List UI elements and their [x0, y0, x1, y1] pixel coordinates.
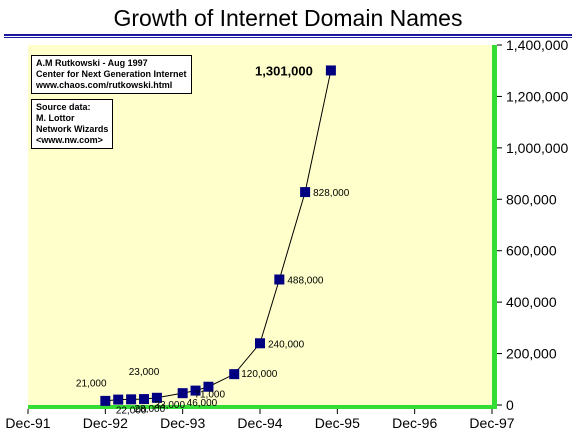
- x-tick-label: Dec-92: [83, 415, 128, 431]
- data-point: [300, 187, 311, 198]
- data-point: [203, 381, 214, 392]
- data-label: 1,301,000: [255, 63, 313, 78]
- data-point: [177, 388, 188, 399]
- source-line-2: M. Lottor: [36, 113, 75, 123]
- title-rule: [4, 34, 572, 36]
- data-point: [151, 392, 162, 403]
- data-label: 21,000: [76, 379, 107, 390]
- x-tick-label: Dec-96: [392, 415, 437, 431]
- credit-line-1: A.M Rutkowski - Aug 1997: [36, 58, 148, 68]
- credit-line-2: Center for Next Generation Internet: [36, 69, 187, 79]
- data-point: [100, 395, 111, 406]
- data-label: 28,000: [135, 404, 166, 415]
- y-tick-label: 1,400,000: [506, 37, 568, 53]
- credit-note: A.M Rutkowski - Aug 1997 Center for Next…: [31, 55, 192, 94]
- y-axis-line: [492, 45, 497, 409]
- x-tick-label: Dec-91: [5, 415, 50, 431]
- y-tick-label: 600,000: [506, 243, 557, 259]
- source-line-1: Source data:: [36, 102, 91, 112]
- data-label: 120,000: [241, 369, 278, 380]
- y-tick-label: 200,000: [506, 346, 557, 362]
- data-label: 488,000: [287, 276, 324, 287]
- data-label: 828,000: [313, 188, 350, 199]
- x-tick-label: Dec-94: [237, 415, 282, 431]
- y-tick-label: 1,000,000: [506, 140, 568, 156]
- data-point: [139, 394, 149, 405]
- data-label: 22,000: [116, 405, 147, 416]
- data-point: [126, 394, 137, 405]
- data-label: 23,000: [129, 367, 160, 378]
- source-note: Source data: M. Lottor Network Wizards <…: [31, 99, 114, 149]
- data-point: [190, 385, 201, 396]
- source-line-4: <www.nw.com>: [36, 135, 103, 145]
- source-line-3: Network Wizards: [36, 124, 109, 134]
- y-tick-label: 0: [506, 397, 514, 413]
- x-tick-label: Dec-97: [469, 415, 514, 431]
- chart-title: Growth of Internet Domain Names: [113, 5, 463, 31]
- data-label: 33,000: [154, 400, 185, 411]
- title-rule-thin: [4, 37, 572, 38]
- data-label: 46,000: [187, 398, 218, 409]
- credit-line-3: www.chaos.com/rutkowski.html: [36, 80, 173, 90]
- data-label: 240,000: [268, 339, 305, 350]
- y-tick-label: 1,200,000: [506, 88, 568, 104]
- data-point: [274, 274, 285, 285]
- data-point: [255, 338, 265, 349]
- data-point: [113, 394, 124, 405]
- x-axis-line: [28, 405, 497, 409]
- x-tick-label: Dec-95: [315, 415, 360, 431]
- y-tick-label: 800,000: [506, 191, 557, 207]
- x-tick-label: Dec-93: [160, 415, 205, 431]
- data-label: 71,000: [194, 390, 225, 401]
- y-tick-label: 400,000: [506, 294, 557, 310]
- data-point: [229, 369, 240, 380]
- data-point: [325, 65, 336, 76]
